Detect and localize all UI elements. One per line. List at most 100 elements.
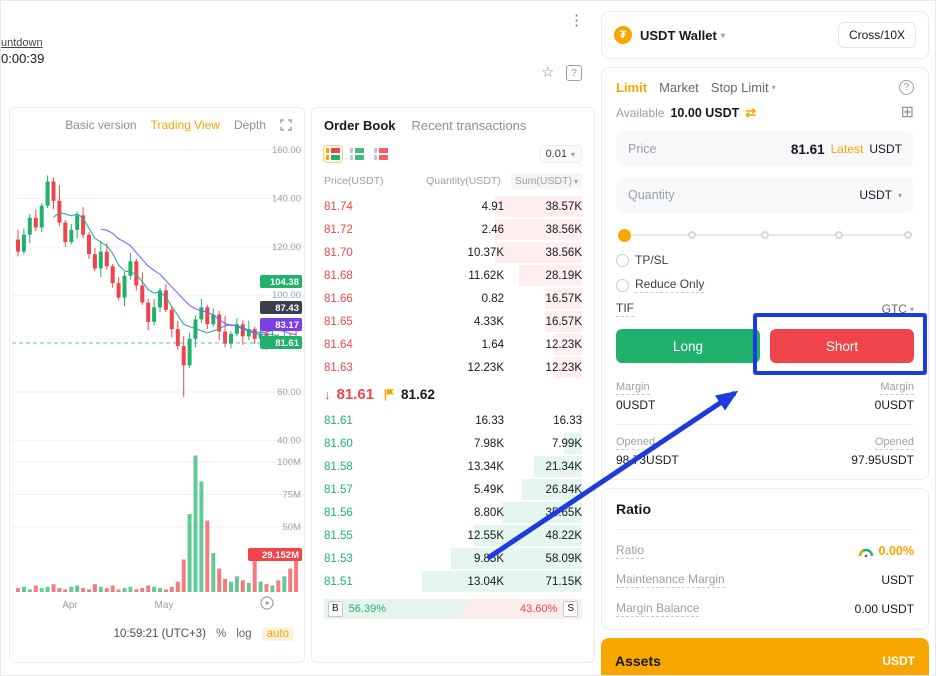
orderbook-ask-row[interactable]: 81.68 11.62K 28.19K xyxy=(324,264,582,287)
expand-chart-icon[interactable] xyxy=(280,119,292,131)
flag-icon[interactable] xyxy=(384,388,395,401)
orderbook-bid-row[interactable]: 81.53 9.85K 58.09K xyxy=(324,547,582,570)
reduce-only-radio-icon xyxy=(616,278,629,292)
orderbook-bid-row[interactable]: 81.60 7.98K 7.99K xyxy=(324,432,582,455)
tab-order-book[interactable]: Order Book xyxy=(324,118,396,133)
order-book-tabs: Order Book Recent transactions xyxy=(324,118,582,143)
latest-price-link[interactable]: Latest xyxy=(830,142,864,156)
long-button[interactable]: Long xyxy=(616,329,760,363)
orderbook-bid-row[interactable]: 81.56 8.80K 35.65K xyxy=(324,501,582,524)
orderbook-ask-row[interactable]: 81.74 4.91 38.57K xyxy=(324,195,582,218)
orderbook-ask-row[interactable]: 81.65 4.33K 16.57K xyxy=(324,310,582,333)
svg-text:83.17: 83.17 xyxy=(275,320,299,331)
percent-scale-toggle[interactable]: % xyxy=(216,628,227,640)
depth-bar xyxy=(518,265,582,286)
quantity-unit-select[interactable]: USDT ▾ xyxy=(859,188,902,202)
orderbook-bid-row[interactable]: 81.57 5.49K 26.84K xyxy=(324,478,582,501)
margin-long-label: Margin xyxy=(616,381,650,395)
svg-text:100.00: 100.00 xyxy=(272,290,301,301)
tab-stop-limit[interactable]: Stop Limit ▾ xyxy=(710,80,776,95)
wallet-label: USDT Wallet xyxy=(640,27,717,43)
slider-step-100[interactable] xyxy=(904,231,912,239)
more-menu-icon[interactable]: ⋮ xyxy=(569,12,584,29)
depth-bar xyxy=(544,311,582,332)
sell-badge: S xyxy=(563,601,578,617)
orderbook-ask-row[interactable]: 81.64 1.64 12.23K xyxy=(324,333,582,356)
tab-market[interactable]: Market xyxy=(659,80,699,95)
margin-long-value: 0USDT xyxy=(616,398,656,412)
chart-tabs: Basic version Trading View Depth xyxy=(12,112,302,140)
star-favorite-icon[interactable]: ☆ xyxy=(541,64,555,81)
order-form: Limit Market Stop Limit ▾ ? Available 10.… xyxy=(601,67,929,480)
slider-step-75[interactable] xyxy=(834,231,843,239)
assets-panel[interactable]: Assets USDT xyxy=(601,638,929,675)
svg-text:160.00: 160.00 xyxy=(272,145,301,156)
orderbook-view-both-icon[interactable] xyxy=(323,145,343,163)
sell-percent: 43.60% xyxy=(520,603,558,615)
orderbook-bid-row[interactable]: 81.51 13.04K 71.15K xyxy=(324,570,582,593)
tab-depth[interactable]: Depth xyxy=(233,118,266,132)
ratio-value: 0.00% xyxy=(878,544,914,558)
maintenance-margin-label: Maintenance Margin xyxy=(616,572,725,588)
sum-column-select[interactable]: Sum(USDT) ▾ xyxy=(510,173,582,189)
quantity-slider[interactable] xyxy=(618,227,912,243)
buy-badge: B xyxy=(328,601,343,617)
depth-bar xyxy=(544,288,582,309)
margin-summary-row: Margin 0USDT Margin 0USDT xyxy=(616,381,914,412)
calculator-icon[interactable]: ⊞ xyxy=(900,104,914,121)
countdown-link[interactable]: untdown xyxy=(1,37,43,49)
margin-balance-value: 0.00 USDT xyxy=(854,602,914,616)
price-down-arrow-icon: ↓ xyxy=(324,386,331,402)
svg-text:100M: 100M xyxy=(277,457,301,468)
tif-select[interactable]: GTC ▾ xyxy=(881,302,914,316)
tab-basic-version[interactable]: Basic version xyxy=(65,118,137,132)
slider-step-25[interactable] xyxy=(687,231,696,239)
help-icon[interactable]: ? xyxy=(566,65,582,81)
orderbook-ask-row[interactable]: 81.72 2.46 38.56K xyxy=(324,218,582,241)
tab-trading-view[interactable]: Trading View xyxy=(150,118,220,132)
quantity-placeholder: Quantity xyxy=(628,188,675,202)
orderbook-bid-row[interactable]: 81.61 16.33 16.33 xyxy=(324,409,582,432)
orderbook-bid-row[interactable]: 81.55 12.55K 48.22K xyxy=(324,524,582,547)
short-button[interactable]: Short xyxy=(770,329,914,363)
depth-bar xyxy=(495,242,582,263)
auto-scale-toggle[interactable]: auto xyxy=(261,627,294,641)
orderbook-view-bids-icon[interactable] xyxy=(348,146,366,162)
buy-sell-ratio-bar: B 56.39% 43.60% S xyxy=(324,599,582,619)
quantity-field[interactable]: Quantity USDT ▾ xyxy=(616,177,914,213)
price-label: Price xyxy=(628,142,657,156)
tpsl-checkbox[interactable]: TP/SL xyxy=(616,253,914,267)
price-value: 81.61 xyxy=(790,141,825,157)
help-circle-icon[interactable]: ? xyxy=(899,80,914,95)
svg-text:60.00: 60.00 xyxy=(277,387,301,398)
log-scale-toggle[interactable]: log xyxy=(236,628,252,640)
tab-limit[interactable]: Limit xyxy=(616,80,648,95)
available-value: 10.00 USDT xyxy=(670,106,740,120)
tab-recent-transactions[interactable]: Recent transactions xyxy=(411,118,527,133)
orderbook-ask-row[interactable]: 81.66 0.82 16.57K xyxy=(324,287,582,310)
order-book-header: Price(USDT) Quantity(USDT) Sum(USDT) ▾ xyxy=(324,171,582,195)
transfer-icon[interactable]: ⇄ xyxy=(745,105,757,120)
orderbook-ask-row[interactable]: 81.63 12.23K 12.23K xyxy=(324,356,582,379)
opened-long-value: 98.73USDT xyxy=(616,453,679,467)
reduce-only-checkbox[interactable]: Reduce Only xyxy=(616,277,914,293)
orderbook-view-asks-icon[interactable] xyxy=(372,146,390,162)
orderbook-bid-row[interactable]: 81.58 13.34K 21.34K xyxy=(324,455,582,478)
price-field[interactable]: Price 81.61 Latest USDT xyxy=(616,131,914,167)
margin-mode-button[interactable]: Cross/10X xyxy=(837,22,916,48)
slider-handle[interactable] xyxy=(618,228,631,242)
slider-step-50[interactable] xyxy=(761,231,769,239)
countdown-block: untdown 0:00:39 xyxy=(1,37,44,66)
chart-clock: 10:59:21 (UTC+3) xyxy=(113,628,207,640)
depth-bar xyxy=(495,219,582,240)
precision-select[interactable]: 0.01 ▾ xyxy=(538,145,582,163)
last-price-row[interactable]: ↓ 81.61 81.62 xyxy=(324,379,582,409)
candlestick-chart[interactable]: 160.00 140.00 120.00 100.00 60.00 40.00 100M 75… xyxy=(12,140,304,618)
wallet-selector[interactable]: USDT Wallet ▾ xyxy=(640,27,725,43)
price-column-header: Price(USDT) xyxy=(324,175,384,187)
precision-value: 0.01 xyxy=(545,148,567,160)
depth-bar xyxy=(495,196,582,217)
divider xyxy=(616,529,914,530)
orderbook-ask-row[interactable]: 81.70 10.37K 38.56K xyxy=(324,241,582,264)
last-price: 81.61 xyxy=(336,385,375,403)
